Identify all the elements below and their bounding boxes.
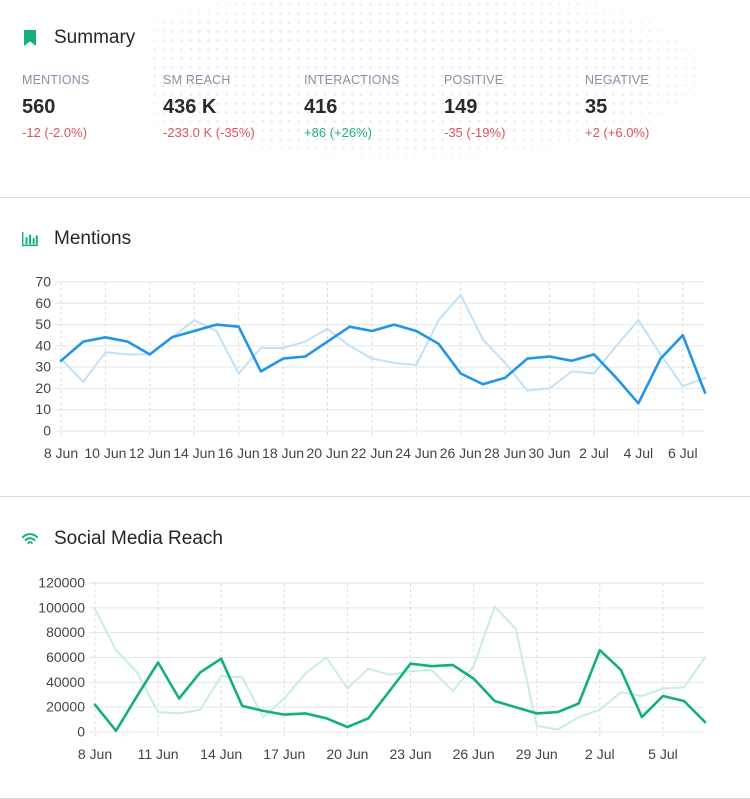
y-tick-label: 10: [35, 401, 51, 417]
summary-section: Summary MENTIONS 560 -12 (-2.0%) SM REAC…: [0, 0, 750, 197]
metric-delta: -12 (-2.0%): [22, 125, 88, 140]
reach-chart[interactable]: 0 20000 40000 60000 80000 100000 120000 8 Jun 11…: [0, 497, 750, 799]
reach-title: Social Media Reach: [54, 528, 223, 549]
metric-label: MENTIONS: [22, 73, 90, 87]
section-divider: [0, 197, 750, 198]
mentions-section: Mentions 0 10 20 30 40 50 60 70 8 Jun 10 Jun 12 Ju…: [0, 198, 750, 496]
y-tick-label: 20: [35, 380, 51, 396]
metric-delta: -35 (-19%): [444, 125, 506, 140]
metric-delta: -233.0 K (-35%): [163, 125, 255, 140]
metric-positive[interactable]: POSITIVE 149 -35 (-19%): [444, 73, 505, 140]
reach-header: Social Media Reach: [22, 527, 223, 551]
x-tick-label: 2 Jul: [579, 445, 609, 461]
y-tick-label: 50: [35, 316, 51, 332]
bookmark-icon: [24, 30, 36, 46]
mentions-title: Mentions: [54, 228, 132, 249]
metric-label: SM REACH: [163, 73, 231, 87]
y-tick-label: 40: [35, 337, 51, 353]
y-tick-label: 100000: [38, 599, 85, 615]
metric-label: POSITIVE: [444, 73, 504, 87]
mentions-chart[interactable]: 0 10 20 30 40 50 60 70 8 Jun 10 Jun 12 Jun 14 Jun 16…: [0, 198, 750, 496]
x-tick-label: 8 Jun: [44, 445, 78, 461]
summary-header: Summary: [22, 26, 135, 50]
metric-sm-reach[interactable]: SM REACH 436 K -233.0 K (-35%): [163, 73, 255, 140]
x-tick-label: 10 Jun: [84, 445, 126, 461]
summary-title: Summary: [54, 27, 136, 48]
y-tick-label: 70: [35, 274, 51, 290]
series-line-current: [93, 648, 707, 733]
x-tick-label: 14 Jun: [200, 746, 242, 762]
x-tick-label: 28 Jun: [484, 445, 526, 461]
y-tick-label: 0: [43, 423, 51, 439]
x-tick-label: 16 Jun: [218, 445, 260, 461]
x-tick-label: 17 Jun: [263, 746, 305, 762]
wifi-icon: [22, 533, 38, 544]
y-tick-label: 30: [35, 359, 51, 375]
x-tick-label: 24 Jun: [395, 445, 437, 461]
section-divider: [0, 496, 750, 497]
metric-label: NEGATIVE: [585, 73, 649, 87]
x-tick-label: 8 Jun: [78, 746, 112, 762]
y-tick-label: 120000: [38, 575, 85, 591]
y-tick-label: 0: [77, 724, 85, 740]
series-line-current: [59, 323, 707, 405]
x-tick-label: 20 Jun: [326, 746, 368, 762]
y-tick-label: 80000: [46, 624, 85, 640]
x-tick-label: 22 Jun: [351, 445, 393, 461]
reach-section: Social Media Reach 0 20000 40000 60000 80000…: [0, 497, 750, 799]
x-tick-label: 6 Jul: [668, 445, 698, 461]
series-line-previous: [94, 605, 706, 731]
metric-interactions[interactable]: INTERACTIONS 416 +86 (+26%): [304, 73, 399, 140]
world-map-dots: [150, 0, 710, 160]
x-tick-label: 12 Jun: [129, 445, 171, 461]
series-line-previous: [60, 293, 706, 392]
y-tick-label: 60000: [46, 649, 85, 665]
metric-value: 35: [585, 96, 608, 118]
x-tick-label: 26 Jun: [440, 445, 482, 461]
bar-chart-icon: [22, 231, 38, 247]
metric-label: INTERACTIONS: [304, 73, 400, 87]
y-tick-label: 40000: [46, 674, 85, 690]
y-tick-label: 20000: [46, 699, 85, 715]
x-tick-label: 30 Jun: [529, 445, 571, 461]
x-tick-label: 5 Jul: [648, 746, 678, 762]
x-tick-label: 26 Jun: [453, 746, 495, 762]
x-tick-label: 2 Jul: [585, 746, 615, 762]
metric-value: 416: [304, 96, 338, 118]
x-tick-label: 23 Jun: [389, 746, 431, 762]
metric-delta: +86 (+26%): [304, 125, 372, 140]
metric-value: 436 K: [163, 96, 217, 118]
mentions-header: Mentions: [22, 227, 131, 251]
x-tick-label: 20 Jun: [306, 445, 348, 461]
x-tick-label: 18 Jun: [262, 445, 304, 461]
x-tick-label: 4 Jul: [624, 445, 654, 461]
x-tick-label: 11 Jun: [138, 746, 179, 762]
y-tick-label: 60: [35, 295, 51, 311]
metric-value: 149: [444, 96, 478, 118]
x-tick-label: 14 Jun: [173, 445, 215, 461]
metric-negative[interactable]: NEGATIVE 35 +2 (+6.0%): [585, 73, 649, 140]
x-tick-label: 29 Jun: [516, 746, 558, 762]
metric-delta: +2 (+6.0%): [585, 125, 650, 140]
metric-mentions[interactable]: MENTIONS 560 -12 (-2.0%): [22, 73, 90, 140]
metric-value: 560: [22, 96, 56, 118]
